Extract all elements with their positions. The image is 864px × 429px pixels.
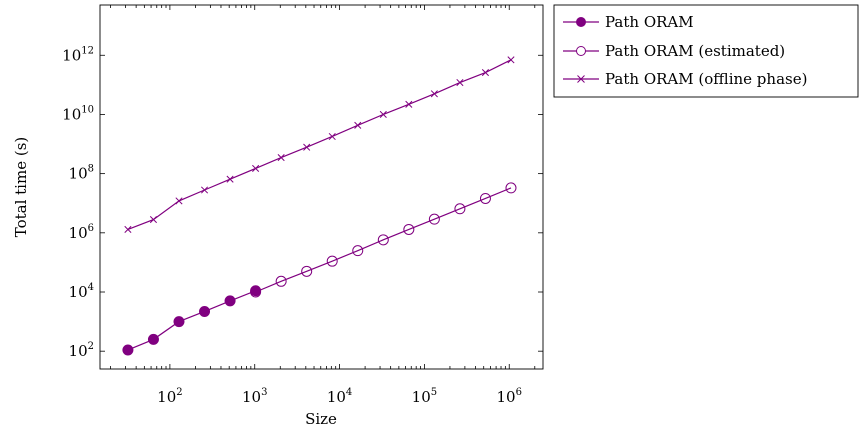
series-line (255, 187, 512, 293)
data-point (124, 225, 132, 234)
data-point (122, 344, 134, 356)
data-point (352, 245, 364, 257)
data-point (430, 90, 438, 98)
data-point (377, 234, 389, 246)
data-point (199, 305, 211, 317)
data-point (505, 182, 517, 194)
axis-ticks (100, 5, 543, 369)
y-axis-label: Total time (s) (12, 137, 30, 238)
data-point (200, 186, 209, 194)
y-tick-label: 102 (69, 341, 94, 360)
legend-entry-path-oram-offline: Path ORAM (offline phase) (563, 70, 807, 88)
data-point (173, 316, 185, 328)
legend-entry-path-oram: Path ORAM (563, 13, 694, 31)
y-tick-label: 108 (69, 164, 94, 183)
data-point (479, 192, 491, 204)
data-point (507, 56, 515, 64)
series-3 (124, 56, 515, 234)
data-point (303, 143, 311, 151)
x-axis-label: Size (305, 410, 337, 428)
y-tick-label: 106 (69, 223, 94, 242)
x-tick-label: 103 (242, 387, 267, 406)
legend-marker-open-circle (576, 46, 586, 56)
data-point (226, 175, 234, 183)
legend-label-path-oram-offline: Path ORAM (offline phase) (605, 70, 807, 88)
data-point (354, 121, 362, 129)
series-2 (250, 182, 517, 298)
data-point (428, 213, 440, 225)
x-tick-labels: 102 103 104 105 106 (157, 387, 522, 406)
legend-box (553, 4, 859, 98)
data-point (250, 286, 262, 298)
x-tick-label: 105 (412, 387, 437, 406)
series-line (127, 59, 512, 231)
x-tick-label: 102 (157, 387, 182, 406)
legend-label-path-oram-estimated: Path ORAM (estimated) (605, 42, 785, 60)
y-tick-label: 1012 (62, 45, 94, 64)
x-tick-label: 106 (497, 387, 522, 406)
series-layer (122, 56, 517, 356)
plot-frame (99, 4, 544, 370)
x-tick-label: 104 (327, 387, 352, 406)
data-point (481, 69, 490, 77)
legend-marker-filled-circle (576, 17, 586, 27)
legend-label-path-oram: Path ORAM (605, 13, 694, 31)
data-point (252, 164, 260, 172)
series-1 (122, 285, 262, 356)
data-point (301, 265, 313, 277)
y-tick-labels: 102 104 106 108 1010 1012 (62, 45, 94, 360)
data-point (275, 275, 287, 287)
data-point (456, 78, 464, 87)
data-point (454, 203, 466, 215)
y-tick-label: 104 (69, 282, 94, 301)
y-tick-label: 1010 (62, 104, 94, 123)
series-line (127, 290, 256, 351)
data-point (175, 197, 183, 205)
data-point (149, 216, 158, 224)
data-point (277, 153, 285, 162)
data-point (405, 100, 413, 108)
data-point (403, 223, 415, 235)
data-point (224, 295, 236, 307)
legend: Path ORAM Path ORAM (estimated) Path ORA… (553, 4, 859, 98)
legend-marker-cross (577, 75, 585, 83)
data-point (147, 333, 159, 345)
data-point (379, 110, 387, 119)
data-point (326, 255, 338, 267)
legend-entry-path-oram-estimated: Path ORAM (estimated) (563, 42, 785, 60)
data-point (328, 132, 336, 141)
